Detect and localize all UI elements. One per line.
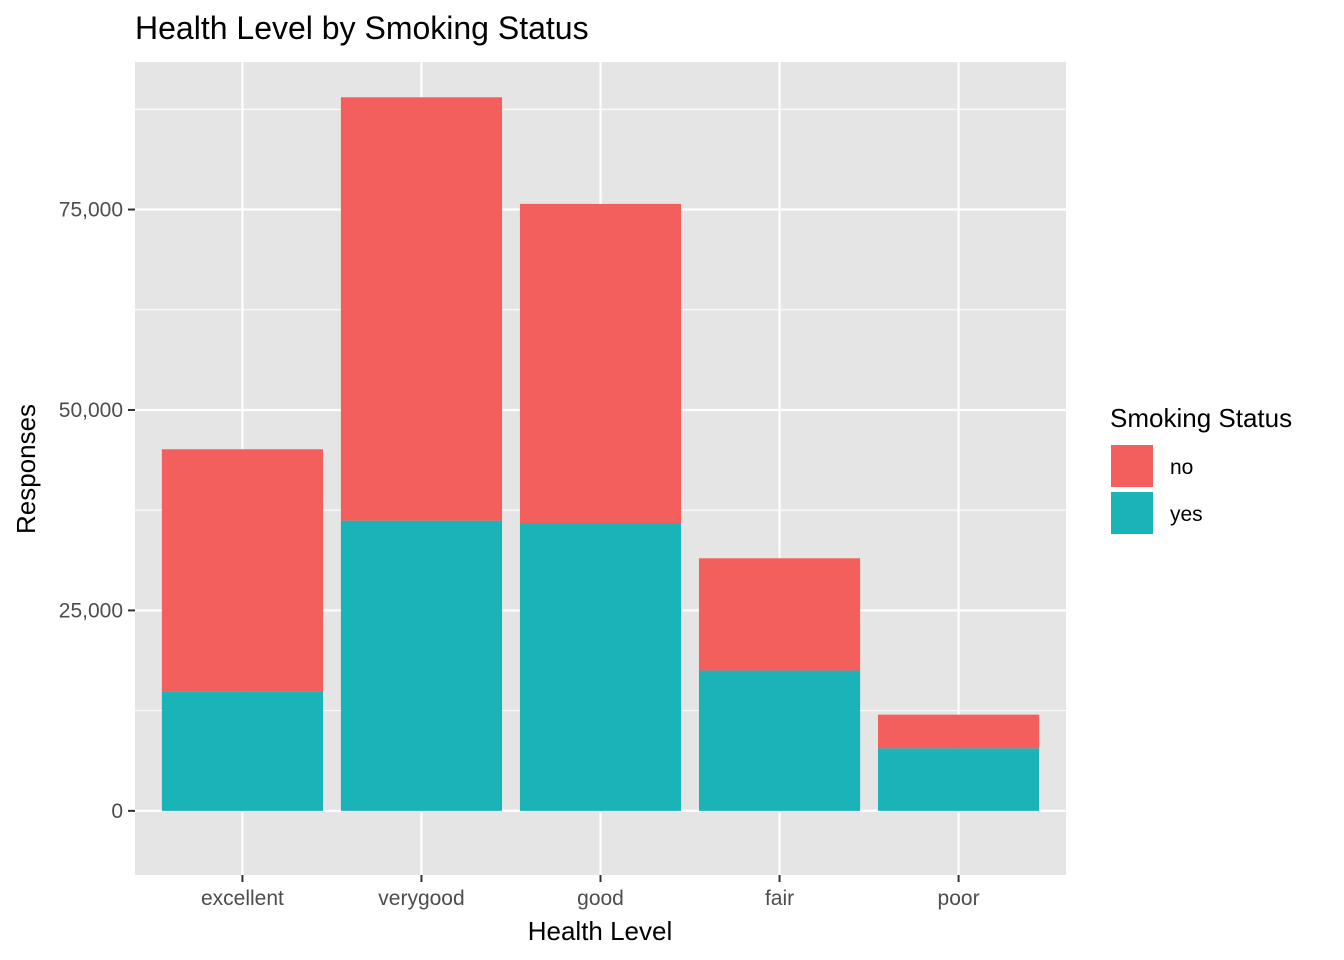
legend: Smoking Status no yes (1109, 403, 1292, 536)
bar-good-no (519, 203, 682, 524)
y-tick-label: 0 (111, 800, 123, 823)
bar-excellent-yes (161, 691, 323, 811)
x-tick-label: excellent (201, 887, 284, 910)
bar-good-yes (519, 523, 682, 811)
bar-fair-yes (698, 670, 861, 811)
chart-title: Health Level by Smoking Status (135, 10, 589, 46)
x-tick-label: poor (938, 887, 980, 910)
bar-fair-no (698, 558, 861, 671)
legend-label-no: no (1170, 456, 1193, 479)
bar-poor-yes (878, 748, 1040, 811)
x-axis: excellent verygood good fair poor (201, 875, 980, 910)
y-axis-title: Responses (11, 404, 41, 534)
legend-key-yes (1109, 490, 1155, 536)
bar-excellent-no (161, 449, 323, 692)
x-tick-label: verygood (378, 887, 464, 910)
legend-key-no (1109, 443, 1155, 489)
y-axis: 0 25,000 50,000 75,000 (59, 199, 135, 823)
x-tick-label: fair (765, 887, 794, 910)
bar-poor-no (878, 714, 1040, 749)
bar-verygood-no (340, 97, 503, 521)
legend-title: Smoking Status (1110, 403, 1292, 433)
legend-label-yes: yes (1170, 503, 1203, 526)
y-tick-label: 75,000 (59, 199, 123, 222)
bar-verygood-yes (340, 520, 503, 811)
y-tick-label: 25,000 (59, 599, 123, 622)
x-axis-title: Health Level (528, 916, 673, 946)
x-tick-label: good (577, 887, 624, 910)
y-tick-label: 50,000 (59, 399, 123, 422)
bars (161, 97, 1040, 811)
